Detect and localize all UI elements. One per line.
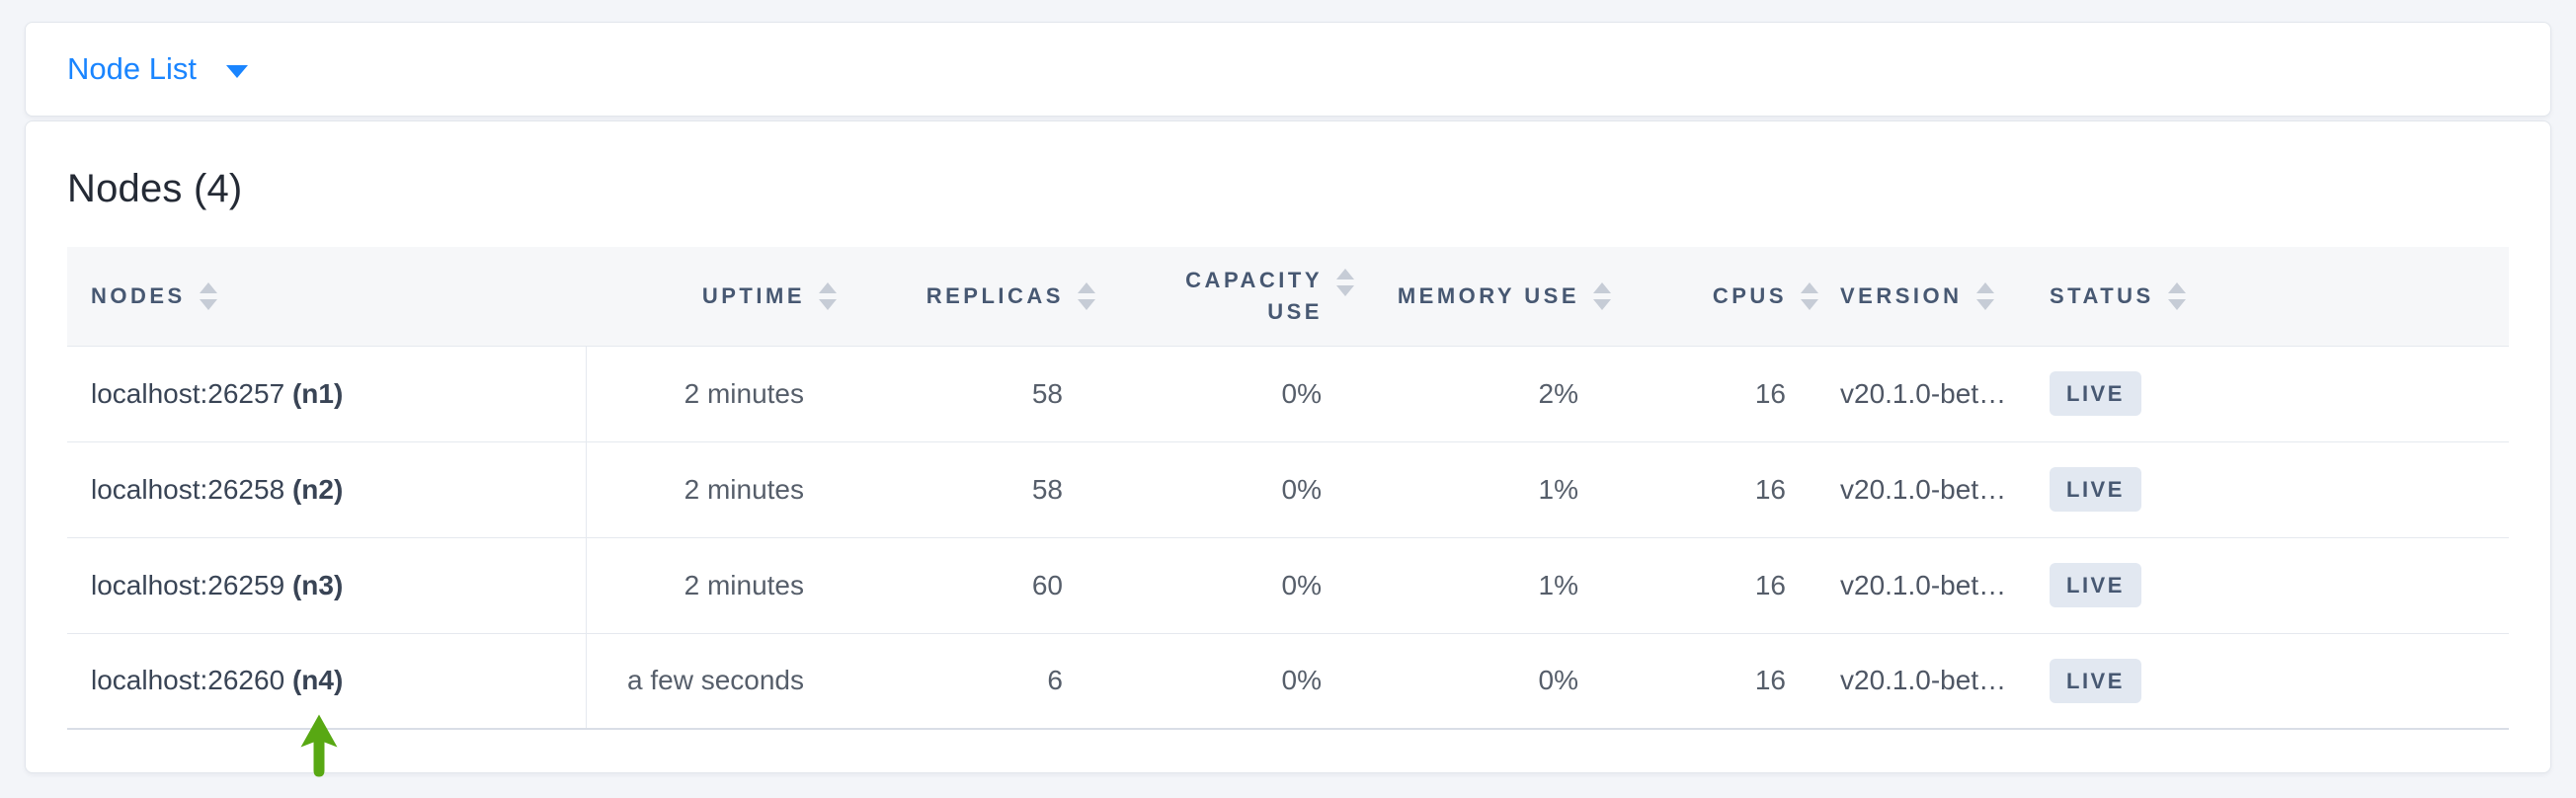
table-header-row: NODES UPTIME REPLICAS — [67, 247, 2509, 347]
column-header-cpus[interactable]: CPUS — [1621, 247, 1828, 347]
table-row[interactable]: localhost:26260 (n4) a few seconds 6 0% … — [67, 633, 2509, 730]
replicas-cell: 58 — [846, 441, 1105, 538]
capacity-cell: 0% — [1105, 441, 1364, 538]
nodes-table: NODES UPTIME REPLICAS — [67, 247, 2509, 730]
memory-cell: 0% — [1364, 633, 1621, 730]
sort-icon — [1336, 268, 1354, 296]
column-header-memory-use[interactable]: MEMORY USE — [1364, 247, 1621, 347]
status-badge: LIVE — [2050, 563, 2141, 607]
memory-cell: 2% — [1364, 346, 1621, 442]
column-header-capacity-use[interactable]: CAPACITY USE — [1105, 247, 1364, 347]
uptime-cell: 2 minutes — [586, 346, 846, 442]
column-header-replicas[interactable]: REPLICAS — [846, 247, 1105, 347]
status-badge: LIVE — [2050, 371, 2141, 416]
replicas-cell: 6 — [846, 633, 1105, 730]
status-badge: LIVE — [2050, 658, 2141, 703]
capacity-cell: 0% — [1105, 346, 1364, 442]
replicas-cell: 60 — [846, 537, 1105, 634]
cpus-cell: 16 — [1621, 441, 1828, 538]
column-header-nodes[interactable]: NODES — [67, 247, 586, 347]
memory-cell: 1% — [1364, 537, 1621, 634]
node-list-dropdown[interactable]: Node List — [67, 51, 248, 87]
column-header-status[interactable]: STATUS — [2038, 247, 2509, 347]
version-cell: v20.1.0-bet… — [1828, 346, 2038, 442]
table-row[interactable]: localhost:26257 (n1) 2 minutes 58 0% 2% … — [67, 346, 2509, 442]
status-badge: LIVE — [2050, 467, 2141, 512]
cpus-cell: 16 — [1621, 537, 1828, 634]
page-title: Nodes (4) — [67, 167, 243, 210]
column-header-version[interactable]: VERSION — [1828, 247, 2038, 347]
sort-icon — [1975, 281, 1994, 310]
table-row[interactable]: localhost:26259 (n3) 2 minutes 60 0% 1% … — [67, 537, 2509, 634]
sort-icon — [1593, 281, 1611, 310]
version-cell: v20.1.0-bet… — [1828, 633, 2038, 730]
cpus-cell: 16 — [1621, 346, 1828, 442]
uptime-cell: a few seconds — [586, 633, 846, 730]
node-link[interactable]: localhost:26260 (n4) — [91, 665, 344, 696]
node-link[interactable]: localhost:26259 (n3) — [91, 569, 344, 600]
version-cell: v20.1.0-bet… — [1828, 441, 2038, 538]
capacity-cell: 0% — [1105, 537, 1364, 634]
uptime-cell: 2 minutes — [586, 441, 846, 538]
sort-icon — [2167, 281, 2186, 310]
nodes-overview-card: Nodes (4) NODES UPTIME — [25, 120, 2551, 773]
version-cell: v20.1.0-bet… — [1828, 537, 2038, 634]
caret-down-icon — [225, 64, 248, 78]
capacity-cell: 0% — [1105, 633, 1364, 730]
sort-icon — [1801, 281, 1818, 310]
view-selector-bar: Node List — [25, 22, 2551, 117]
memory-cell: 1% — [1364, 441, 1621, 538]
node-list-dropdown-label: Node List — [67, 51, 197, 86]
sort-icon — [1078, 281, 1095, 310]
table-row[interactable]: localhost:26258 (n2) 2 minutes 58 0% 1% … — [67, 441, 2509, 538]
sort-icon — [199, 281, 217, 310]
replicas-cell: 58 — [846, 346, 1105, 442]
uptime-cell: 2 minutes — [586, 537, 846, 634]
node-link[interactable]: localhost:26257 (n1) — [91, 377, 344, 409]
sort-icon — [819, 281, 837, 310]
node-link[interactable]: localhost:26258 (n2) — [91, 473, 344, 505]
column-header-uptime[interactable]: UPTIME — [586, 247, 846, 347]
cpus-cell: 16 — [1621, 633, 1828, 730]
